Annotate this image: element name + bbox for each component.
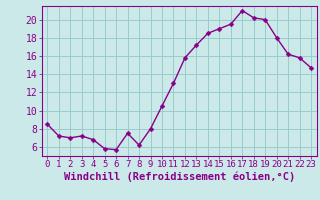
X-axis label: Windchill (Refroidissement éolien,°C): Windchill (Refroidissement éolien,°C) [64,172,295,182]
